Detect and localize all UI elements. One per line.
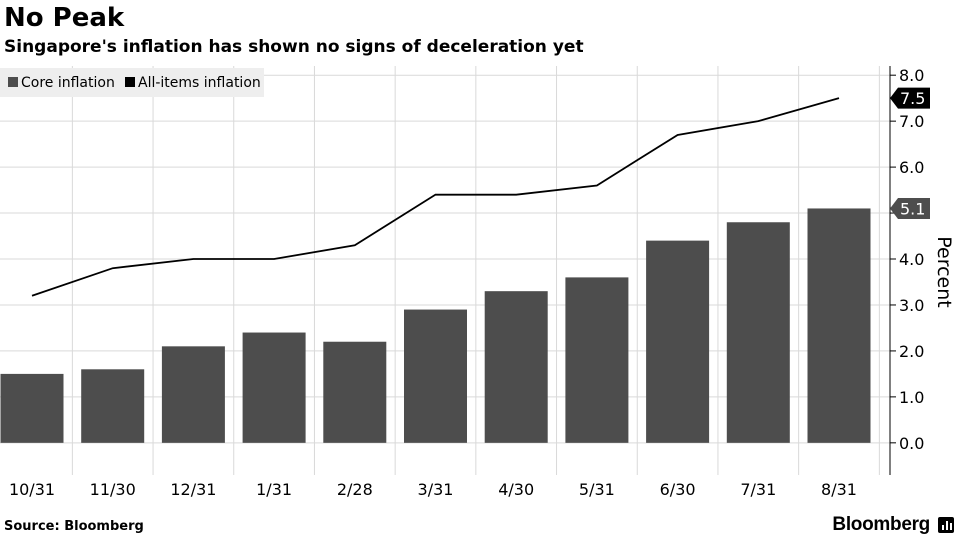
source-note: Source: Bloomberg xyxy=(4,519,144,534)
x-axis-labels: 10/31 11/30 12/31 1/31 2/28 3/31 4/30 5/31 6/30 7… xyxy=(9,480,857,499)
bar-core-inflation xyxy=(565,277,629,443)
y-tick-label: 1.0 xyxy=(899,388,924,407)
chart-title: No Peak xyxy=(4,3,125,33)
line-all-items-inflation xyxy=(31,97,840,297)
bar-core-inflation xyxy=(726,222,790,443)
y-tick-label: 8.0 xyxy=(899,66,924,85)
bar-core-inflation xyxy=(646,240,710,443)
x-tick-label: 6/30 xyxy=(660,480,696,499)
legend-label-core: Core inflation xyxy=(21,75,115,91)
y-tick-label: 0.0 xyxy=(899,434,924,453)
chart-subtitle: Singapore's inflation has shown no signs… xyxy=(4,37,584,57)
bar-core-inflation xyxy=(0,373,64,443)
y-tick-label: 6.0 xyxy=(899,158,924,177)
legend: Core inflation All-items inflation xyxy=(0,68,264,97)
x-tick-label: 3/31 xyxy=(418,480,454,499)
last-value-tag-all-items: 7.5 xyxy=(900,89,925,108)
bar-core-inflation xyxy=(807,208,871,443)
y-tick-label: 2.0 xyxy=(899,342,924,361)
y-tick-label: 4.0 xyxy=(899,250,924,269)
y-tick-label: 3.0 xyxy=(899,296,924,315)
last-value-tag-core-shape xyxy=(890,197,930,219)
x-tick-label: 2/28 xyxy=(337,480,373,499)
brand-logo: Bloomberg xyxy=(832,514,930,535)
legend-swatch-core xyxy=(8,77,18,87)
x-tick-label: 8/31 xyxy=(821,480,857,499)
bar-core-inflation xyxy=(484,291,548,443)
y-tick-label: 7.0 xyxy=(899,112,924,131)
y-axis-title: Percent xyxy=(933,236,955,308)
bar-core-inflation xyxy=(161,346,225,443)
last-value-tag-all-items-shape xyxy=(890,87,930,109)
last-value-tag-core: 5.1 xyxy=(900,199,925,218)
x-tick-label: 10/31 xyxy=(9,480,55,499)
bar-core-inflation xyxy=(404,309,467,443)
line-series xyxy=(31,97,840,297)
bar-core-inflation xyxy=(242,332,306,443)
x-tick-label: 7/31 xyxy=(740,480,776,499)
bar-core-inflation xyxy=(323,341,387,443)
legend-swatch-all-items xyxy=(125,77,135,87)
bar-series xyxy=(0,208,871,443)
x-tick-label: 11/30 xyxy=(90,480,136,499)
x-tick-label: 4/30 xyxy=(498,480,534,499)
x-tick-label: 5/31 xyxy=(579,480,615,499)
bloomberg-terminal-icon xyxy=(938,517,954,533)
x-tick-label: 12/31 xyxy=(170,480,216,499)
legend-label-all-items: All-items inflation xyxy=(138,75,261,91)
x-tick-label: 1/31 xyxy=(256,480,292,499)
bar-core-inflation xyxy=(81,369,145,443)
